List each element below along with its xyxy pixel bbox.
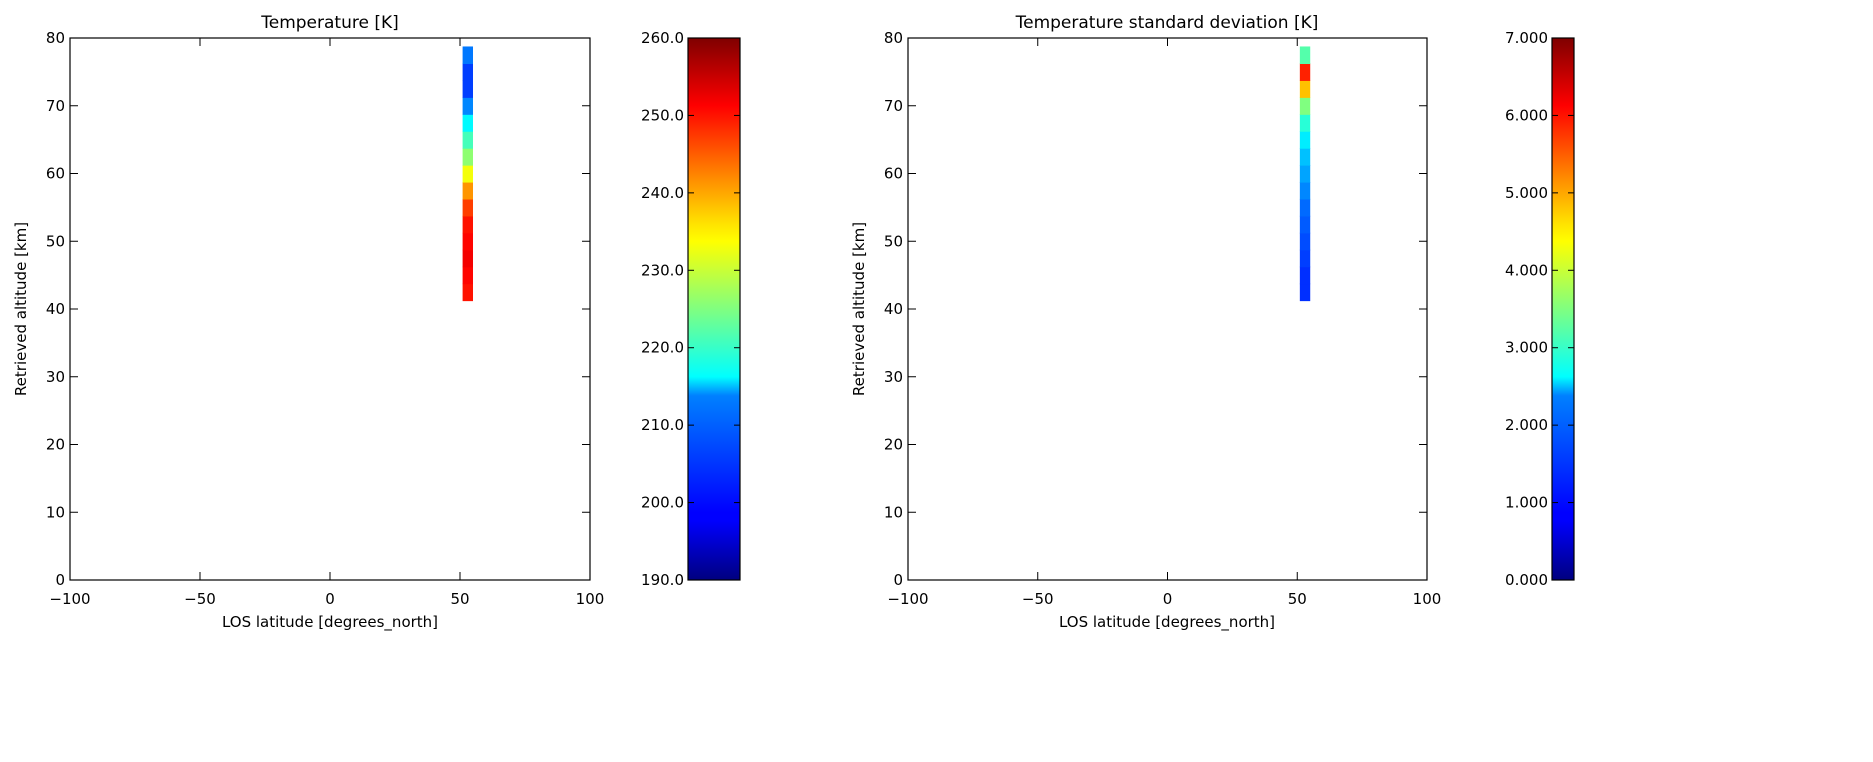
data-column bbox=[1299, 46, 1311, 302]
x-tick-label: 0 bbox=[325, 590, 335, 608]
y-tick-label: 70 bbox=[884, 97, 903, 115]
data-cell bbox=[462, 215, 473, 234]
colorbar-tick-label: 5.000 bbox=[1505, 184, 1548, 202]
data-cell bbox=[1299, 114, 1311, 132]
data-cell bbox=[1299, 148, 1311, 166]
data-cell bbox=[462, 232, 473, 251]
colorbar-ticks: 0.000 1.000 2.000 3.000 4.000 5.000 6.000 7.000 bbox=[1505, 29, 1574, 589]
colorbar-ticks: 190.0 200.0 210.0 220.0 230.0 240.0 250.0 260.0 bbox=[641, 29, 740, 589]
x-axis-ticks: −100 −50 0 50 100 bbox=[49, 38, 604, 608]
data-cell bbox=[462, 80, 473, 98]
colorbar-tick-label: 4.000 bbox=[1505, 261, 1548, 279]
y-tick-label: 40 bbox=[884, 300, 903, 318]
colorbar-tick-label: 240.0 bbox=[641, 184, 684, 202]
chart-title: Temperature standard deviation [K] bbox=[1015, 13, 1319, 33]
colorbar-gradient bbox=[1551, 37, 1575, 581]
y-axis-label: Retrieved altitude [km] bbox=[12, 222, 30, 396]
data-cell bbox=[462, 148, 473, 166]
x-tick-label: 50 bbox=[450, 590, 469, 608]
x-tick-label: −100 bbox=[49, 590, 90, 608]
data-cell bbox=[462, 283, 473, 302]
y-tick-label: 20 bbox=[46, 436, 65, 454]
colorbar-tick-label: 210.0 bbox=[641, 416, 684, 434]
y-tick-label: 50 bbox=[884, 232, 903, 250]
y-axis-label: Retrieved altitude [km] bbox=[850, 222, 868, 396]
data-column bbox=[462, 46, 473, 302]
x-tick-label: 0 bbox=[1163, 590, 1173, 608]
temperature-panel: Temperature [K] −100 −50 0 50 100 0 10 20 30 40 5… bbox=[12, 13, 741, 632]
y-tick-label: 30 bbox=[46, 368, 65, 386]
data-cell bbox=[1299, 181, 1311, 200]
data-cell bbox=[1299, 198, 1311, 217]
data-cell bbox=[1299, 46, 1311, 65]
x-axis-label: LOS latitude [degrees_north] bbox=[1059, 613, 1275, 632]
x-tick-label: −50 bbox=[184, 590, 216, 608]
data-cell bbox=[1299, 266, 1311, 285]
x-tick-label: 50 bbox=[1288, 590, 1307, 608]
x-tick-label: −50 bbox=[1022, 590, 1054, 608]
y-tick-label: 80 bbox=[884, 29, 903, 47]
data-cell bbox=[1299, 215, 1311, 234]
colorbar-tick-label: 1.000 bbox=[1505, 494, 1548, 512]
data-cell bbox=[462, 63, 473, 81]
y-axis-ticks: 0 10 20 30 40 50 60 70 80 bbox=[46, 29, 590, 589]
colorbar-tick-label: 250.0 bbox=[641, 106, 684, 124]
data-cell bbox=[462, 165, 473, 183]
x-axis-ticks: −100 −50 0 50 100 bbox=[887, 38, 1441, 608]
temperature-stddev-panel: Temperature standard deviation [K] −100 −… bbox=[850, 13, 1575, 632]
data-cell bbox=[1299, 165, 1311, 183]
y-tick-label: 80 bbox=[46, 29, 65, 47]
x-tick-label: 100 bbox=[1413, 590, 1442, 608]
data-cell bbox=[462, 97, 473, 115]
data-cell bbox=[1299, 232, 1311, 251]
colorbar-tick-label: 230.0 bbox=[641, 261, 684, 279]
y-tick-label: 10 bbox=[884, 503, 903, 521]
y-tick-label: 60 bbox=[884, 165, 903, 183]
data-cell bbox=[462, 131, 473, 149]
colorbar-tick-label: 2.000 bbox=[1505, 416, 1548, 434]
y-tick-label: 70 bbox=[46, 97, 65, 115]
chart-title: Temperature [K] bbox=[260, 13, 399, 33]
plot-frame bbox=[69, 37, 591, 581]
y-tick-label: 30 bbox=[884, 368, 903, 386]
data-cell bbox=[1299, 283, 1311, 302]
y-tick-label: 20 bbox=[884, 436, 903, 454]
data-cell bbox=[462, 181, 473, 200]
data-cell bbox=[1299, 97, 1311, 115]
y-tick-label: 0 bbox=[55, 571, 65, 589]
data-cell bbox=[462, 266, 473, 285]
colorbar-tick-label: 7.000 bbox=[1505, 29, 1548, 47]
colorbar-tick-label: 260.0 bbox=[641, 29, 684, 47]
y-tick-label: 60 bbox=[46, 165, 65, 183]
data-cell bbox=[462, 198, 473, 217]
x-tick-label: 100 bbox=[576, 590, 605, 608]
data-cell bbox=[462, 46, 473, 65]
colorbar: 0.000 1.000 2.000 3.000 4.000 5.000 6.000 7.000 bbox=[1505, 29, 1575, 589]
data-cell bbox=[462, 249, 473, 268]
data-cell bbox=[1299, 80, 1311, 98]
colorbar: 190.0 200.0 210.0 220.0 230.0 240.0 250.0 260.0 bbox=[641, 29, 741, 589]
colorbar-tick-label: 200.0 bbox=[641, 494, 684, 512]
data-cell bbox=[1299, 249, 1311, 268]
y-tick-label: 50 bbox=[46, 232, 65, 250]
plot-frame bbox=[907, 37, 1428, 581]
y-axis-ticks: 0 10 20 30 40 50 60 70 80 bbox=[884, 29, 1427, 589]
y-tick-label: 0 bbox=[893, 571, 903, 589]
x-tick-label: −100 bbox=[887, 590, 928, 608]
colorbar-tick-label: 6.000 bbox=[1505, 106, 1548, 124]
colorbar-tick-label: 3.000 bbox=[1505, 339, 1548, 357]
data-cell bbox=[1299, 131, 1311, 149]
colorbar-tick-label: 190.0 bbox=[641, 571, 684, 589]
colorbar-tick-label: 220.0 bbox=[641, 339, 684, 357]
data-cell bbox=[1299, 63, 1311, 81]
y-tick-label: 40 bbox=[46, 300, 65, 318]
x-axis-label: LOS latitude [degrees_north] bbox=[222, 613, 438, 632]
colorbar-gradient bbox=[687, 37, 741, 581]
colorbar-tick-label: 0.000 bbox=[1505, 571, 1548, 589]
data-cell bbox=[462, 114, 473, 132]
y-tick-label: 10 bbox=[46, 503, 65, 521]
